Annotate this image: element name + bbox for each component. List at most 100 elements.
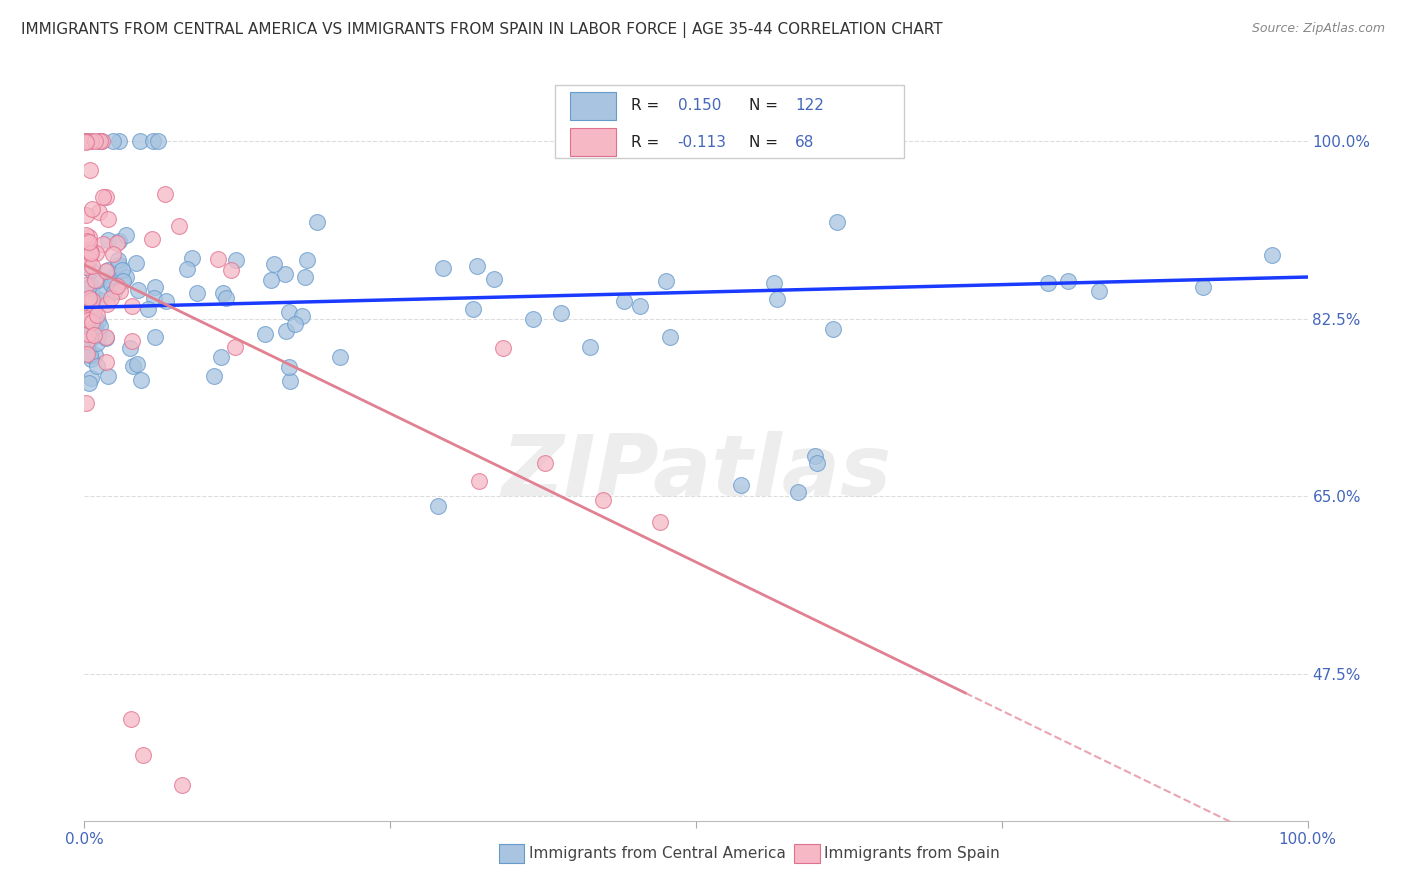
Point	[76, 134, 98, 148]
Point	[127, 357, 149, 371]
Point	[172, 778, 194, 792]
Point	[209, 350, 232, 364]
Text: R =: R =	[631, 135, 664, 150]
Point	[75, 396, 97, 410]
Point	[278, 305, 301, 319]
Point	[80, 202, 103, 217]
Point	[77, 300, 100, 314]
Point	[76, 282, 98, 296]
Point	[75, 227, 97, 242]
Point	[91, 190, 114, 204]
Point	[100, 291, 122, 305]
Point	[114, 227, 136, 242]
Point	[274, 324, 297, 338]
Text: ZIPatlas: ZIPatlas	[501, 431, 891, 514]
Point	[129, 134, 152, 148]
Point	[120, 712, 142, 726]
Point	[96, 331, 118, 345]
Point	[103, 269, 125, 284]
Point	[94, 190, 117, 204]
Point	[491, 342, 513, 356]
Point	[91, 285, 114, 300]
Point	[76, 334, 98, 349]
Point	[225, 252, 247, 267]
Point	[105, 279, 128, 293]
Point	[96, 297, 118, 311]
Text: IMMIGRANTS FROM CENTRAL AMERICA VS IMMIGRANTS FROM SPAIN IN LABOR FORCE | AGE 35: IMMIGRANTS FROM CENTRAL AMERICA VS IMMIG…	[21, 22, 942, 38]
Point	[84, 320, 107, 334]
Point	[80, 324, 103, 338]
Point	[80, 293, 103, 308]
Point	[821, 322, 844, 336]
Point	[432, 261, 454, 276]
Point	[79, 292, 101, 306]
Point	[75, 278, 97, 293]
Point	[108, 258, 131, 272]
Point	[254, 327, 277, 342]
Point	[294, 270, 316, 285]
Point	[101, 134, 124, 148]
Point	[77, 332, 100, 346]
Point	[107, 253, 129, 268]
Point	[83, 310, 105, 325]
Point	[77, 281, 100, 295]
Text: N =: N =	[748, 135, 783, 150]
Point	[87, 327, 110, 342]
Point	[86, 359, 108, 374]
Point	[613, 293, 636, 308]
Point	[77, 376, 100, 390]
Point	[91, 237, 114, 252]
Point	[329, 350, 352, 364]
FancyBboxPatch shape	[569, 128, 616, 156]
Point	[1056, 275, 1078, 289]
Point	[76, 342, 98, 356]
Point	[484, 272, 506, 286]
Point	[87, 205, 110, 219]
Point	[96, 369, 118, 384]
Point	[291, 309, 314, 323]
Point	[96, 330, 118, 344]
Point	[76, 246, 98, 260]
Point	[550, 306, 572, 320]
Point	[132, 747, 155, 762]
Point	[112, 274, 135, 288]
Point	[79, 292, 101, 306]
Point	[76, 313, 98, 327]
Point	[97, 211, 120, 226]
Point	[94, 264, 117, 278]
Point	[145, 330, 167, 344]
Point	[75, 260, 97, 275]
Point	[84, 348, 107, 362]
Point	[307, 215, 329, 229]
Point	[79, 300, 101, 314]
Text: 122: 122	[794, 98, 824, 113]
Text: 68: 68	[794, 135, 814, 150]
Point	[221, 263, 243, 277]
Point	[142, 134, 165, 148]
Point	[215, 291, 238, 305]
Point	[263, 257, 285, 271]
Point	[108, 134, 131, 148]
Point	[534, 456, 557, 470]
Point	[100, 277, 122, 292]
Point	[91, 134, 114, 148]
Point	[648, 515, 671, 529]
Point	[125, 256, 148, 270]
Point	[79, 235, 101, 249]
Point	[136, 302, 159, 317]
Point	[87, 314, 110, 328]
Point	[76, 343, 98, 358]
Point	[295, 253, 318, 268]
Point	[766, 292, 789, 306]
Point	[278, 375, 301, 389]
Point	[260, 273, 283, 287]
Point	[129, 373, 152, 387]
FancyBboxPatch shape	[569, 92, 616, 120]
Point	[465, 260, 488, 274]
Point	[79, 348, 101, 362]
Point	[176, 261, 198, 276]
Point	[73, 134, 96, 148]
Text: N =: N =	[748, 98, 783, 113]
Point	[97, 262, 120, 277]
Point	[76, 315, 98, 329]
